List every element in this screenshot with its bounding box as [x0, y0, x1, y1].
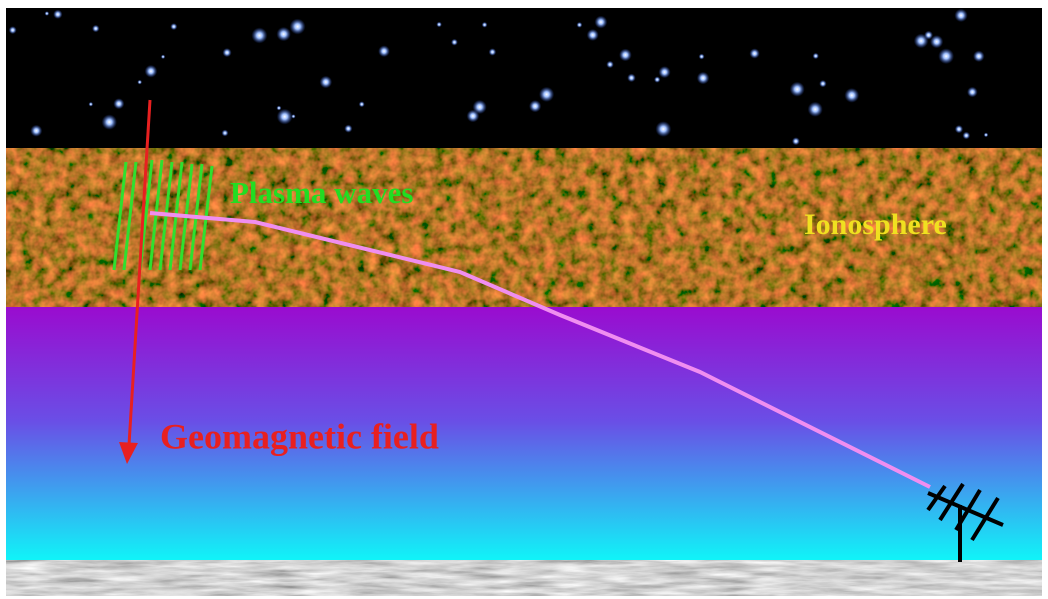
star: [913, 33, 929, 49]
star: [698, 53, 705, 60]
star: [276, 26, 291, 42]
geomagnetic-arrow: [119, 99, 152, 464]
star: [749, 48, 760, 59]
star: [696, 71, 710, 85]
star: [144, 64, 158, 78]
star: [170, 23, 178, 31]
star: [812, 52, 819, 60]
atmosphere: [6, 307, 1042, 560]
star: [654, 76, 661, 83]
star: [538, 86, 555, 102]
star: [954, 8, 968, 23]
star: [488, 48, 497, 56]
star: [528, 100, 542, 113]
geomagnetic-field-label: Geomagnetic field: [160, 416, 439, 456]
wave-ray-path: [149, 211, 931, 489]
star: [619, 48, 632, 62]
star: [930, 35, 944, 49]
plasma-waves-label: Plasma waves: [230, 175, 413, 210]
star: [655, 121, 672, 137]
star: [658, 66, 671, 79]
ionosphere-layer: [6, 148, 1042, 307]
star: [983, 132, 989, 138]
star: [586, 28, 599, 41]
star: [101, 114, 118, 130]
star: [291, 114, 296, 119]
ground: [6, 560, 1042, 596]
star: [30, 124, 43, 137]
star: [807, 101, 823, 117]
star: [251, 27, 268, 44]
star: [44, 11, 50, 16]
star: [88, 101, 94, 107]
star: [472, 99, 487, 115]
star: [451, 38, 458, 46]
star: [378, 45, 390, 58]
star: [481, 21, 488, 28]
star: [954, 125, 964, 134]
star: [962, 131, 971, 140]
ionosphere-label: Ionosphere: [804, 208, 947, 241]
star: [160, 54, 166, 59]
star: [627, 73, 636, 83]
star: [789, 81, 805, 97]
star: [844, 88, 860, 103]
star: [938, 48, 955, 65]
star: [53, 9, 63, 19]
star: [92, 24, 100, 33]
star: [222, 48, 232, 58]
star: [436, 21, 442, 28]
star: [358, 101, 365, 108]
star: [8, 26, 17, 35]
star: [344, 124, 353, 133]
star: [221, 129, 229, 137]
antenna: [926, 482, 1004, 562]
star: [319, 75, 333, 89]
star: [289, 18, 306, 35]
star: [819, 79, 827, 88]
stars: [8, 8, 989, 146]
star: [276, 105, 282, 111]
star: [113, 98, 125, 110]
star: [967, 86, 978, 98]
star: [576, 21, 583, 28]
star: [137, 79, 143, 85]
star: [791, 137, 800, 146]
star: [594, 15, 608, 29]
star: [276, 108, 293, 125]
night-sky: [6, 8, 1042, 148]
star: [973, 50, 985, 62]
star: [606, 60, 614, 69]
